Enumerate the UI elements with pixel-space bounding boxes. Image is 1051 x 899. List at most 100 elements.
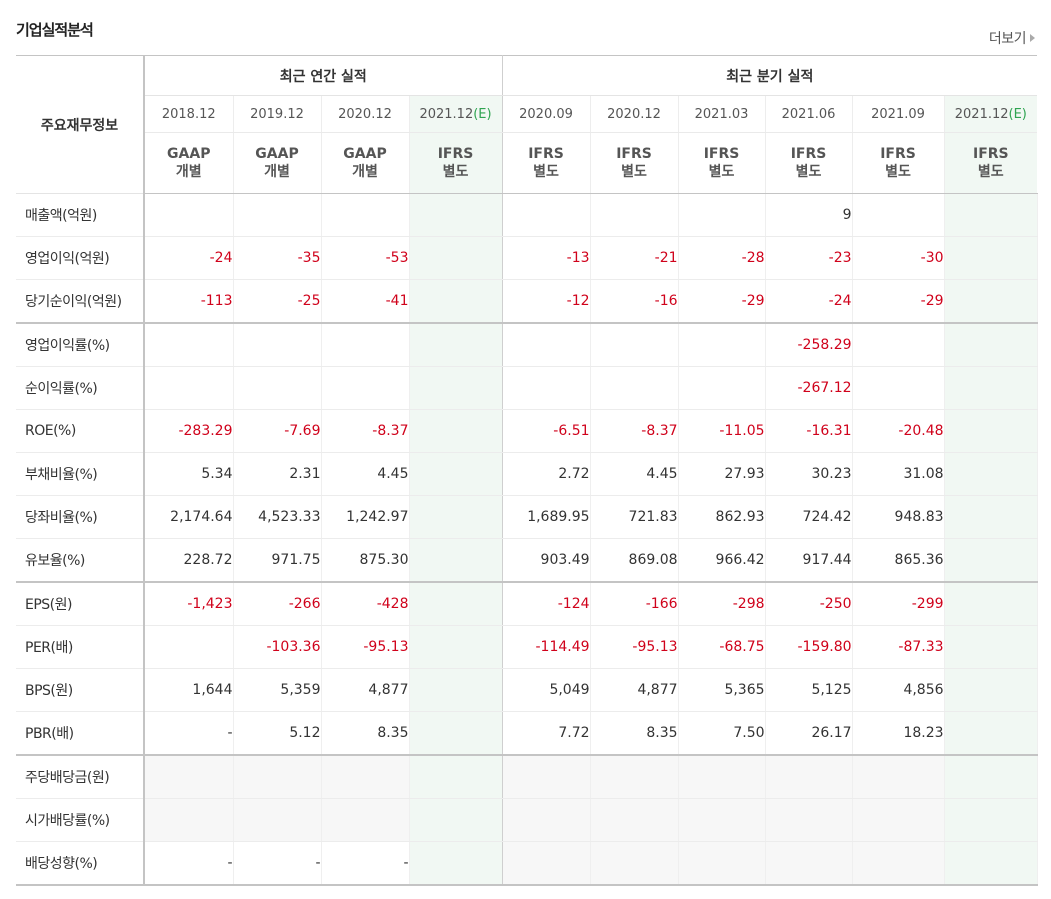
table-cell	[409, 193, 503, 237]
table-cell: 1,689.95	[502, 495, 591, 539]
table-cell: -24	[144, 236, 234, 280]
accounting-standard-header: IFRS 별도	[944, 132, 1038, 194]
table-cell: -12	[502, 279, 591, 324]
table-cell: 9	[765, 193, 853, 237]
table-cell: -	[321, 841, 410, 886]
row-label: EPS(원)	[16, 581, 145, 626]
table-cell: -428	[321, 581, 410, 626]
table-cell: -7.69	[233, 409, 322, 453]
group-header-quarterly: 최근 분기 실적	[502, 55, 1038, 96]
estimate-marker: (E)	[1008, 106, 1027, 122]
standard-label: IFRS	[703, 146, 740, 162]
table-cell: -11.05	[678, 409, 766, 453]
table-cell	[502, 754, 591, 799]
standard-label: IFRS	[880, 146, 916, 162]
table-cell: 2,174.64	[144, 495, 234, 539]
row-label: 당기순이익(억원)	[16, 279, 145, 324]
period-label: 2021.03	[694, 106, 749, 122]
table-row: 매출액(억원) 9	[16, 193, 1038, 237]
table-cell: 1,242.97	[321, 495, 410, 539]
table-cell	[590, 366, 679, 410]
table-cell	[590, 754, 679, 799]
table-cell: -25	[233, 279, 322, 324]
table-cell: 5,049	[502, 668, 591, 712]
more-link[interactable]: 더보기	[989, 28, 1035, 48]
table-cell	[409, 625, 503, 669]
table-cell: -266	[233, 581, 322, 626]
table-cell: 2.31	[233, 452, 322, 496]
standard-label: GAAP	[343, 146, 387, 162]
table-cell: 26.17	[765, 711, 853, 756]
table-cell	[944, 625, 1038, 669]
table-cell: 18.23	[852, 711, 945, 756]
table-cell	[678, 366, 766, 410]
table-row: 배당성향(%) - - -	[16, 841, 1038, 886]
table-cell: 4,523.33	[233, 495, 322, 539]
table-cell	[409, 841, 503, 886]
table-cell: 8.35	[590, 711, 679, 756]
table-cell: 862.93	[678, 495, 766, 539]
table-cell	[944, 193, 1038, 237]
table-cell	[233, 322, 322, 367]
accounting-standard-header: IFRS 별도	[502, 132, 591, 194]
table-cell: -53	[321, 236, 410, 280]
table-cell: 31.08	[852, 452, 945, 496]
period-label: 2020.12	[338, 106, 392, 122]
table-cell	[409, 798, 503, 842]
period-label: 2021.09	[871, 106, 925, 122]
accounting-standard-header: GAAP 개별	[144, 132, 234, 194]
table-cell: 228.72	[144, 538, 234, 583]
table-cell	[678, 193, 766, 237]
table-cell	[590, 841, 679, 886]
table-row: 당기순이익(억원) -113 -25 -41 -12 -16 -29 -24 -29	[16, 279, 1038, 324]
standard-label: IFRS	[972, 146, 1009, 162]
table-cell	[409, 279, 503, 324]
table-row: BPS(원) 1,644 5,359 4,877 5,049 4,877 5,365 5,12…	[16, 668, 1038, 712]
more-link-label: 더보기	[988, 31, 1027, 47]
accounting-standard-header: GAAP 개별	[321, 132, 410, 194]
row-label: 주당배당금(원)	[16, 754, 145, 799]
table-cell	[144, 798, 234, 842]
table-cell: -68.75	[678, 625, 766, 669]
table-cell: -23	[765, 236, 853, 280]
table-cell: -87.33	[852, 625, 945, 669]
column-period-header: 2019.12	[233, 95, 322, 133]
table-cell: 724.42	[765, 495, 853, 539]
table-cell: -	[144, 841, 234, 886]
table-cell	[144, 193, 234, 237]
period-label: 2021.12	[954, 106, 1009, 122]
table-cell	[321, 754, 410, 799]
table-cell: 721.83	[590, 495, 679, 539]
table-row: 부채비율(%) 5.34 2.31 4.45 2.72 4.45 27.93 30.23 31.…	[16, 452, 1038, 496]
table-cell	[409, 495, 503, 539]
table-cell: -8.37	[590, 409, 679, 453]
table-cell: 27.93	[678, 452, 766, 496]
table-cell	[678, 798, 766, 842]
table-header: 주요재무정보 최근 연간 실적 최근 분기 실적 2018.12 2019.12 2…	[16, 55, 1038, 194]
table-cell	[944, 322, 1038, 367]
table-cell: 948.83	[852, 495, 945, 539]
table-cell	[409, 409, 503, 453]
column-period-header: 2021.12(E)	[409, 95, 503, 133]
table-cell	[409, 452, 503, 496]
financial-table: 주요재무정보 최근 연간 실적 최근 분기 실적 2018.12 2019.12 2…	[16, 55, 1038, 886]
row-label: PBR(배)	[16, 711, 145, 756]
table-cell: 5.12	[233, 711, 322, 756]
column-period-header: 2021.06	[765, 95, 853, 133]
column-period-header: 2020.09	[502, 95, 591, 133]
statement-type-label: 별도	[795, 164, 822, 180]
table-cell: -258.29	[765, 322, 853, 367]
table-cell: 5,365	[678, 668, 766, 712]
statement-type-label: 별도	[621, 164, 647, 180]
table-cell	[321, 366, 410, 410]
accounting-standard-header: IFRS 별도	[678, 132, 766, 194]
table-row: 시가배당률(%)	[16, 798, 1038, 842]
table-cell	[944, 754, 1038, 799]
row-label: 영업이익(억원)	[16, 236, 145, 280]
table-cell: 7.50	[678, 711, 766, 756]
row-label: BPS(원)	[16, 668, 145, 712]
standard-label: GAAP	[167, 146, 211, 162]
table-cell: -29	[678, 279, 766, 324]
table-cell: 4,877	[321, 668, 410, 712]
table-cell	[321, 798, 410, 842]
